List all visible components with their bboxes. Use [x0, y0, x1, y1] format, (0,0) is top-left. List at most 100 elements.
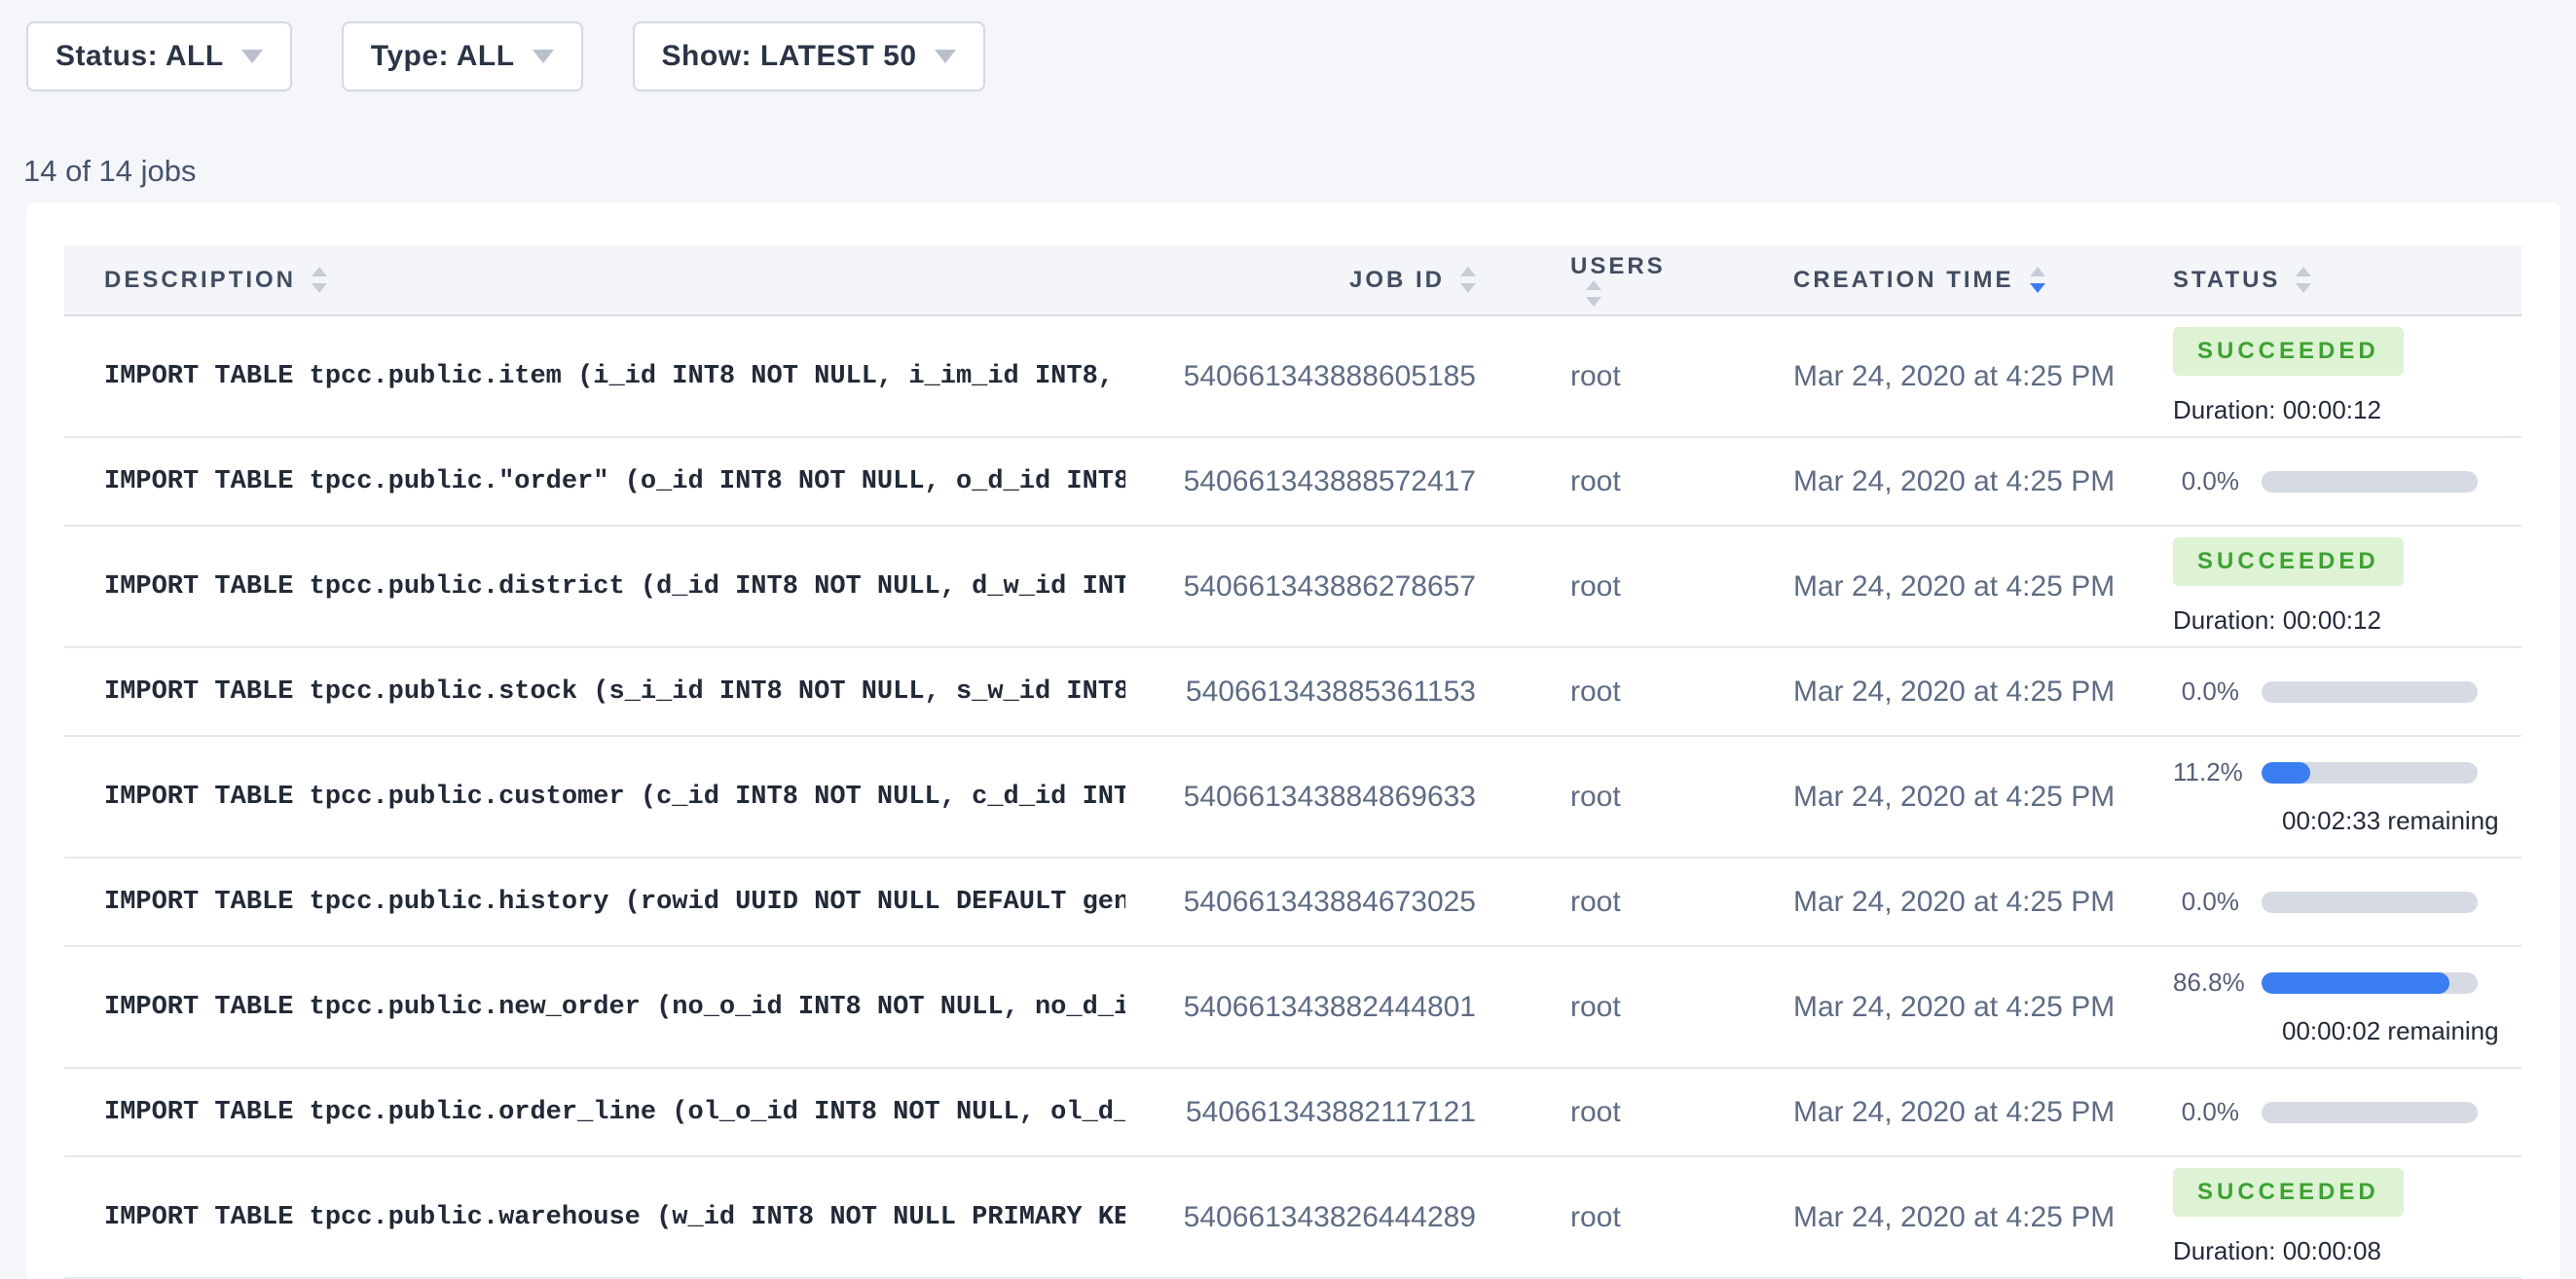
table-row: IMPORT TABLE tpcc.public.district (d_id …	[64, 526, 2521, 648]
status-filter-dropdown[interactable]: Status: ALL	[26, 21, 292, 91]
table-header-row: DESCRIPTION JOB ID USERS CREATION TIME S…	[64, 245, 2521, 316]
duration-text: Duration: 00:00:12	[2173, 395, 2381, 424]
status-filter-label: Status: ALL	[55, 40, 224, 72]
users-cell: root	[1476, 647, 1696, 737]
creation-time-cell: Mar 24, 2020 at 4:25 PM	[1696, 647, 2134, 737]
job-id-link[interactable]: 540661343884673025	[1183, 885, 1476, 918]
job-id-link[interactable]: 540661343885361153	[1185, 675, 1476, 708]
status-cell: 0.0%	[2134, 1068, 2521, 1157]
sort-arrows-icon	[1586, 280, 1601, 307]
type-filter-dropdown[interactable]: Type: ALL	[341, 21, 583, 91]
sort-arrows-icon	[2296, 267, 2312, 293]
job-id-link[interactable]: 540661343888605185	[1183, 359, 1476, 392]
sort-arrows-icon	[1460, 267, 1476, 293]
users-cell: root	[1476, 315, 1696, 438]
progress-track	[2262, 1101, 2478, 1123]
progress-bar: 0.0%	[2173, 1097, 2521, 1127]
progress-percent: 11.2%	[2173, 757, 2243, 786]
column-header-status[interactable]: STATUS	[2134, 245, 2521, 316]
progress-percent: 0.0%	[2181, 887, 2239, 916]
status-cell: 0.0%	[2134, 437, 2521, 527]
description-cell: IMPORT TABLE tpcc.public.district (d_id …	[64, 526, 1125, 648]
creation-time-cell: Mar 24, 2020 at 4:25 PM	[1696, 1156, 2134, 1279]
description-cell: IMPORT TABLE tpcc.public.order_line (ol_…	[64, 1068, 1125, 1157]
status-cell: SUCCEEDED Duration: 00:00:12	[2134, 526, 2521, 648]
job-id-cell: 540661343888605185	[1125, 315, 1476, 438]
users-cell: root	[1476, 858, 1696, 947]
job-id-cell: 540661343884869633	[1125, 736, 1476, 859]
job-id-cell: 540661343888572417	[1125, 437, 1476, 527]
progress-fill	[2262, 971, 2449, 994]
progress-track	[2262, 891, 2478, 913]
job-id-link[interactable]: 540661343888572417	[1183, 464, 1476, 497]
job-id-cell: 540661343882444801	[1125, 946, 1476, 1069]
progress-percent: 0.0%	[2181, 1097, 2239, 1126]
users-cell: root	[1476, 1156, 1696, 1279]
users-cell: root	[1476, 946, 1696, 1069]
status-badge: SUCCEEDED	[2173, 1168, 2404, 1217]
table-row: IMPORT TABLE tpcc.public."order" (o_id I…	[64, 437, 2521, 527]
description-cell: IMPORT TABLE tpcc.public.item (i_id INT8…	[64, 315, 1125, 438]
progress-track	[2262, 761, 2478, 784]
description-cell: IMPORT TABLE tpcc.public.stock (s_i_id I…	[64, 647, 1125, 737]
job-id-link[interactable]: 540661343882117121	[1185, 1095, 1476, 1128]
sort-arrows-icon	[2029, 267, 2045, 293]
column-header-description[interactable]: DESCRIPTION	[64, 245, 1125, 316]
creation-time-cell: Mar 24, 2020 at 4:25 PM	[1696, 315, 2134, 438]
creation-time-cell: Mar 24, 2020 at 4:25 PM	[1696, 946, 2134, 1069]
remaining-text: 00:02:33 remaining	[2282, 806, 2499, 835]
job-id-link[interactable]: 540661343884869633	[1183, 780, 1476, 813]
description-cell: IMPORT TABLE tpcc.public."order" (o_id I…	[64, 437, 1125, 527]
duration-text: Duration: 00:00:12	[2173, 605, 2381, 635]
progress-bar: 0.0%	[2173, 887, 2521, 917]
progress-track	[2262, 971, 2478, 994]
users-cell: root	[1476, 437, 1696, 527]
job-id-link[interactable]: 540661343882444801	[1183, 990, 1476, 1023]
status-cell: 86.8% 00:00:02 remaining	[2134, 946, 2521, 1069]
chevron-down-icon	[240, 50, 263, 63]
job-id-link[interactable]: 540661343826444289	[1183, 1200, 1476, 1233]
jobs-table-card: DESCRIPTION JOB ID USERS CREATION TIME S…	[26, 202, 2560, 1279]
status-cell: 0.0%	[2134, 647, 2521, 737]
column-header-users[interactable]: USERS	[1476, 245, 1696, 316]
job-id-cell: 540661343884673025	[1125, 858, 1476, 947]
column-header-creation-time[interactable]: CREATION TIME	[1696, 245, 2134, 316]
job-id-cell: 540661343826444289	[1125, 1156, 1476, 1279]
table-row: IMPORT TABLE tpcc.public.history (rowid …	[64, 858, 2521, 947]
type-filter-label: Type: ALL	[370, 40, 515, 72]
description-cell: IMPORT TABLE tpcc.public.warehouse (w_id…	[64, 1156, 1125, 1279]
progress-percent: 0.0%	[2181, 676, 2239, 706]
progress-fill	[2262, 761, 2310, 784]
progress-track	[2262, 680, 2478, 703]
chevron-down-icon	[934, 50, 956, 63]
jobs-count: 14 of 14 jobs	[23, 154, 197, 188]
column-header-job-id[interactable]: JOB ID	[1125, 245, 1476, 316]
job-id-cell: 540661343886278657	[1125, 526, 1476, 648]
description-cell: IMPORT TABLE tpcc.public.history (rowid …	[64, 858, 1125, 947]
progress-percent: 0.0%	[2181, 466, 2239, 495]
status-badge: SUCCEEDED	[2173, 537, 2404, 586]
show-filter-dropdown[interactable]: Show: LATEST 50	[632, 21, 985, 91]
job-id-link[interactable]: 540661343886278657	[1183, 569, 1476, 603]
progress-bar: 11.2%	[2173, 757, 2521, 787]
users-cell: root	[1476, 736, 1696, 859]
status-cell: 11.2% 00:02:33 remaining	[2134, 736, 2521, 859]
status-cell: 0.0%	[2134, 858, 2521, 947]
table-row: IMPORT TABLE tpcc.public.customer (c_id …	[64, 736, 2521, 859]
job-id-cell: 540661343885361153	[1125, 647, 1476, 737]
progress-track	[2262, 470, 2478, 493]
table-row: IMPORT TABLE tpcc.public.new_order (no_o…	[64, 946, 2521, 1069]
duration-text: Duration: 00:00:08	[2173, 1236, 2381, 1265]
progress-bar: 0.0%	[2173, 466, 2521, 496]
show-filter-label: Show: LATEST 50	[661, 40, 917, 72]
creation-time-cell: Mar 24, 2020 at 4:25 PM	[1696, 858, 2134, 947]
description-cell: IMPORT TABLE tpcc.public.customer (c_id …	[64, 736, 1125, 859]
users-cell: root	[1476, 526, 1696, 648]
table-row: IMPORT TABLE tpcc.public.warehouse (w_id…	[64, 1156, 2521, 1279]
status-badge: SUCCEEDED	[2173, 327, 2404, 376]
progress-percent: 86.8%	[2173, 968, 2245, 997]
creation-time-cell: Mar 24, 2020 at 4:25 PM	[1696, 1068, 2134, 1157]
remaining-text: 00:00:02 remaining	[2282, 1016, 2499, 1045]
sort-arrows-icon	[312, 267, 328, 293]
chevron-down-icon	[532, 50, 554, 63]
